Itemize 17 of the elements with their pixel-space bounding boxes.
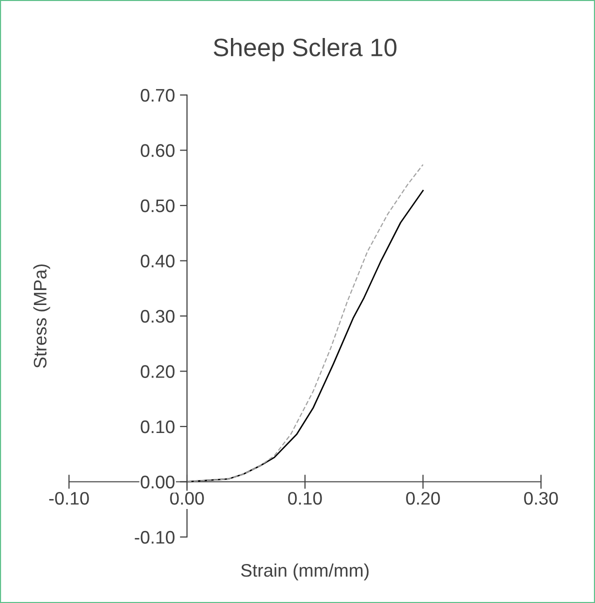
x-tick-label: 0.10 [288,492,322,505]
y-tick-label: 0.60 [140,144,174,157]
y-axis-title: Stress (MPa) [33,264,50,368]
y-tick-label: 0.10 [140,420,174,434]
x-tick-label: 0.20 [406,492,440,505]
x-tick-label: -0.10 [49,492,89,505]
y-tick-label: -0.10 [134,530,174,544]
y-tick-label: 0.00 [140,476,174,488]
y-tick-label: 0.70 [140,88,174,102]
chart-title: Sheep Sclera 10 [214,38,396,62]
x-axis-title: Strain (mm/mm) [241,564,369,580]
x-tick-label: 0.30 [524,492,558,505]
y-tick-label: 0.30 [140,310,174,323]
y-tick-label: 0.50 [140,199,174,212]
y-tick-label: 0.20 [140,365,174,378]
x-tick-label: 0.00 [170,492,204,505]
y-tick-label: 0.40 [140,254,174,268]
